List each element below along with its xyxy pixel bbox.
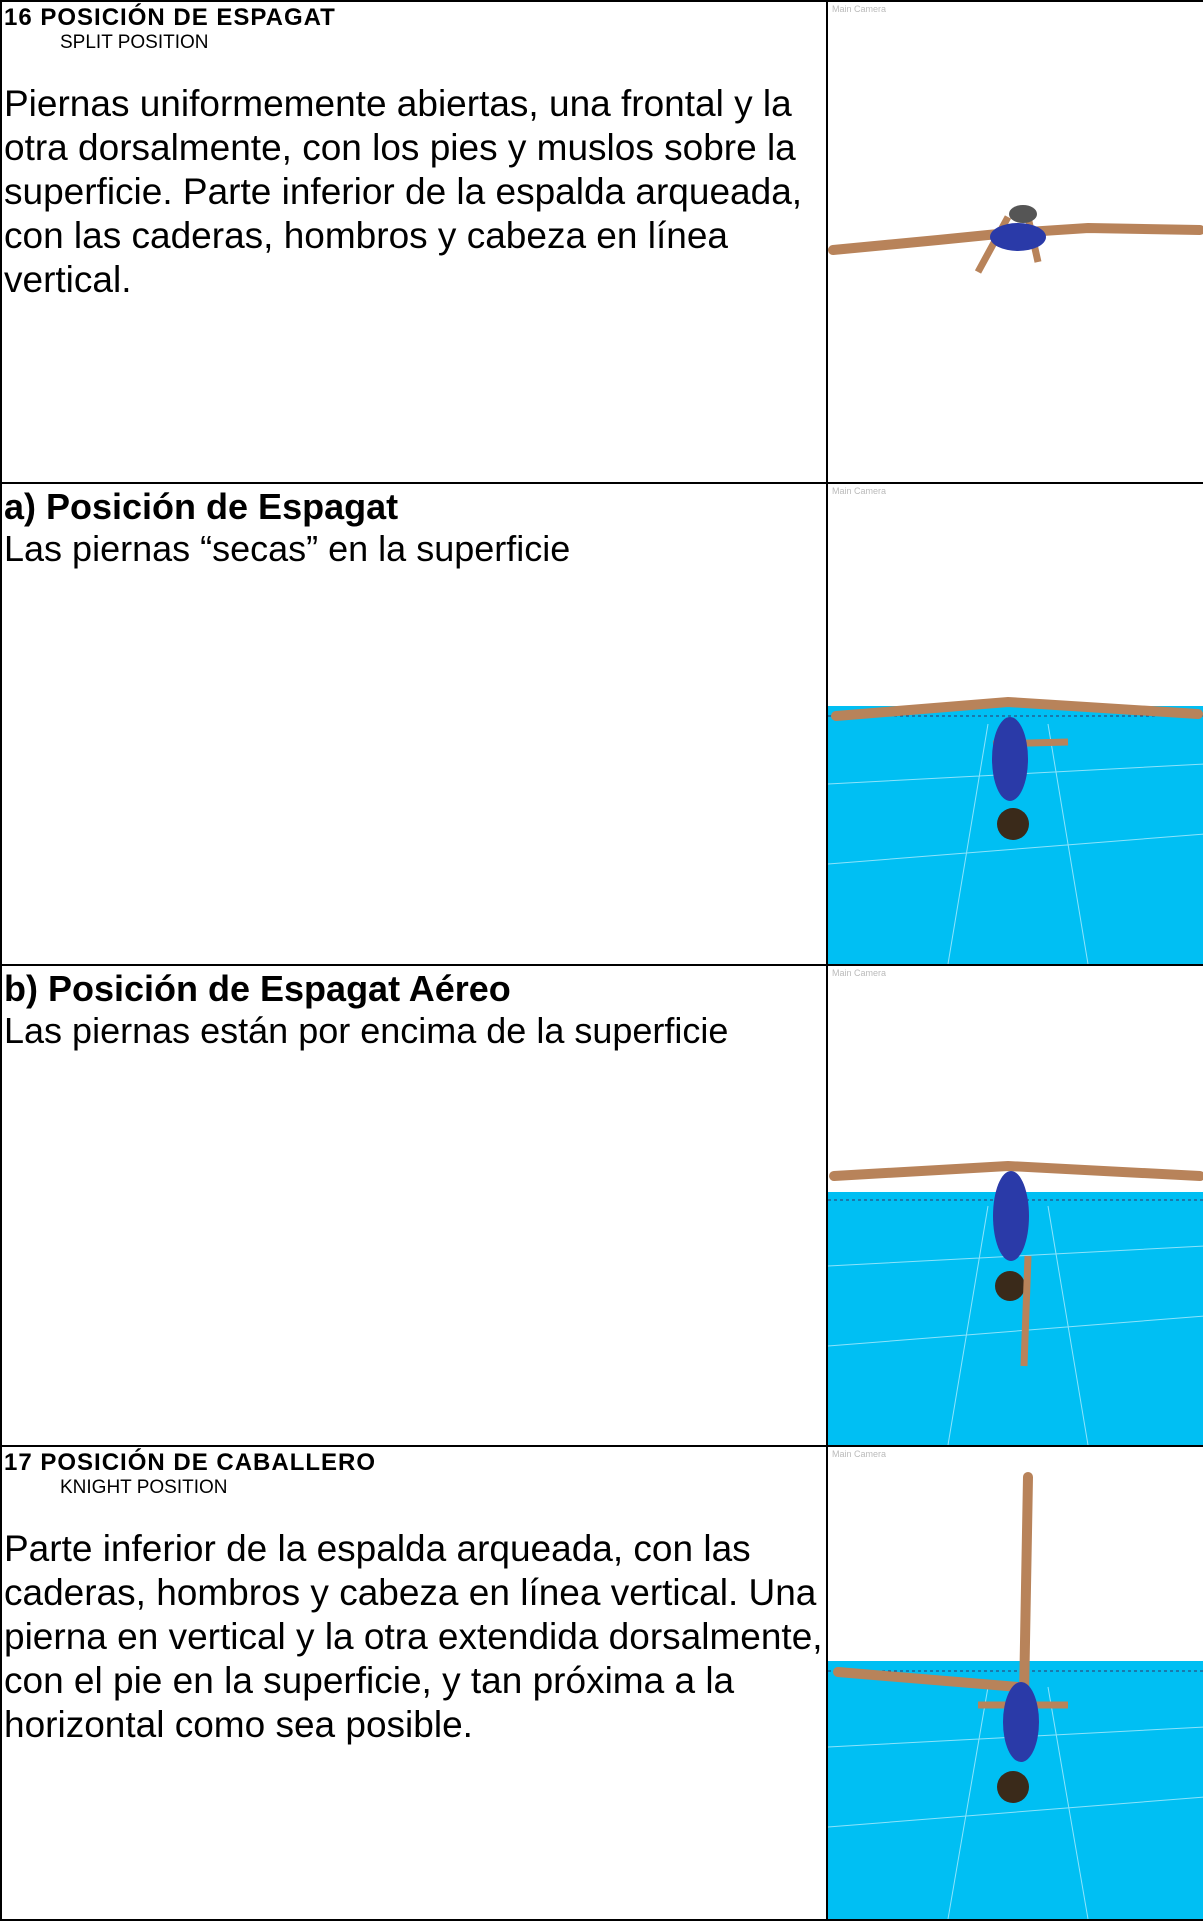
row: b) Posición de Espagat Aéreo Las piernas…: [0, 964, 1203, 1447]
text-cell: 17 POSICIÓN DE CABALLERO KNIGHT POSITION…: [0, 1445, 828, 1921]
camera-label: Main Camera: [832, 1449, 887, 1459]
figure: [829, 1472, 1203, 1918]
row: a) Posición de Espagat Las piernas “seca…: [0, 482, 1203, 966]
heading: 17 POSICIÓN DE CABALLERO: [4, 1449, 377, 1476]
title: a) Posición de Espagat: [4, 486, 399, 527]
figure: [829, 205, 1203, 274]
description: Las piernas están por encima de la super…: [4, 1010, 729, 1051]
image-cell: Main Camera: [826, 964, 1203, 1447]
figure: [829, 1160, 1203, 1444]
description: Piernas uniformemente abiertas, una fron…: [4, 83, 803, 300]
description: Las piernas “secas” en la superficie: [4, 528, 571, 569]
subheading: KNIGHT POSITION: [60, 1477, 228, 1498]
heading: 16 POSICIÓN DE ESPAGAT: [4, 4, 336, 31]
image-cell: Main Camera: [826, 1445, 1203, 1921]
image-cell: Main Camera: [826, 0, 1203, 484]
description: Parte inferior de la espalda arqueada, c…: [4, 1528, 823, 1745]
camera-label: Main Camera: [832, 968, 887, 978]
title: b) Posición de Espagat Aéreo: [4, 968, 511, 1009]
row: 17 POSICIÓN DE CABALLERO KNIGHT POSITION…: [0, 1445, 1203, 1921]
text-cell: 16 POSICIÓN DE ESPAGAT SPLIT POSITION Pi…: [0, 0, 828, 484]
row: 16 POSICIÓN DE ESPAGAT SPLIT POSITION Pi…: [0, 0, 1203, 484]
subheading: SPLIT POSITION: [60, 32, 209, 53]
figure: [829, 696, 1203, 963]
camera-label: Main Camera: [832, 4, 887, 14]
image-cell: Main Camera: [826, 482, 1203, 966]
text-cell: b) Posición de Espagat Aéreo Las piernas…: [0, 964, 828, 1447]
text-cell: a) Posición de Espagat Las piernas “seca…: [0, 482, 828, 966]
camera-label: Main Camera: [832, 486, 887, 496]
